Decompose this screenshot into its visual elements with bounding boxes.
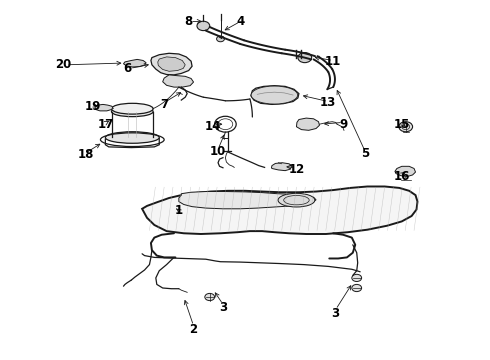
Text: 10: 10 xyxy=(210,145,226,158)
Circle shape xyxy=(352,284,362,292)
Polygon shape xyxy=(271,163,292,171)
Text: 1: 1 xyxy=(175,204,183,217)
Ellipse shape xyxy=(105,132,159,143)
Text: 3: 3 xyxy=(332,307,340,320)
Circle shape xyxy=(399,122,413,132)
Text: 9: 9 xyxy=(339,118,347,131)
Circle shape xyxy=(217,36,224,42)
Ellipse shape xyxy=(251,86,297,104)
Polygon shape xyxy=(95,104,113,111)
Polygon shape xyxy=(142,186,417,234)
Text: 3: 3 xyxy=(219,301,227,314)
Text: 16: 16 xyxy=(393,170,410,183)
Polygon shape xyxy=(163,75,194,87)
Polygon shape xyxy=(296,118,319,130)
Ellipse shape xyxy=(111,103,153,114)
Ellipse shape xyxy=(278,193,315,207)
Polygon shape xyxy=(179,192,316,209)
Text: 4: 4 xyxy=(236,15,244,28)
Ellipse shape xyxy=(111,107,153,117)
Text: 7: 7 xyxy=(160,98,168,111)
Text: 19: 19 xyxy=(85,100,101,113)
Circle shape xyxy=(352,274,362,282)
Text: 14: 14 xyxy=(205,120,221,132)
Polygon shape xyxy=(151,53,192,75)
Text: 8: 8 xyxy=(185,15,193,28)
Text: 12: 12 xyxy=(288,163,305,176)
Polygon shape xyxy=(251,86,299,104)
Text: 2: 2 xyxy=(190,323,197,336)
Text: 11: 11 xyxy=(325,55,342,68)
Circle shape xyxy=(298,53,312,63)
Text: 18: 18 xyxy=(77,148,94,161)
Circle shape xyxy=(205,293,215,301)
Text: 20: 20 xyxy=(55,58,72,71)
Text: 6: 6 xyxy=(123,62,131,75)
Polygon shape xyxy=(158,57,185,71)
Polygon shape xyxy=(395,166,416,176)
Text: 13: 13 xyxy=(320,96,337,109)
Text: 17: 17 xyxy=(97,118,114,131)
Circle shape xyxy=(197,21,210,31)
Polygon shape xyxy=(123,59,146,67)
Ellipse shape xyxy=(111,132,153,141)
Text: 15: 15 xyxy=(393,118,410,131)
Text: 5: 5 xyxy=(361,147,369,159)
